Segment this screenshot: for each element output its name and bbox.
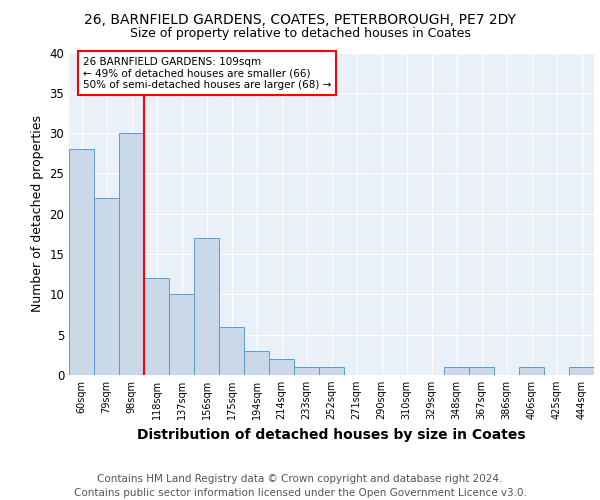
Bar (94, 198, 119, 375)
Text: 26 BARNFIELD GARDENS: 109sqm
← 49% of detached houses are smaller (66)
50% of se: 26 BARNFIELD GARDENS: 109sqm ← 49% of de… (83, 56, 331, 90)
Bar (169, 294, 194, 375)
Bar (469, 367, 494, 375)
Bar (244, 351, 269, 375)
Bar (294, 367, 319, 375)
Text: Size of property relative to detached houses in Coates: Size of property relative to detached ho… (130, 28, 470, 40)
Bar (69, 149, 94, 375)
Bar (569, 367, 594, 375)
Bar (444, 367, 469, 375)
Bar (269, 359, 294, 375)
Text: Contains HM Land Registry data © Crown copyright and database right 2024.
Contai: Contains HM Land Registry data © Crown c… (74, 474, 526, 498)
X-axis label: Distribution of detached houses by size in Coates: Distribution of detached houses by size … (137, 428, 526, 442)
Bar (219, 326, 244, 375)
Text: 26, BARNFIELD GARDENS, COATES, PETERBOROUGH, PE7 2DY: 26, BARNFIELD GARDENS, COATES, PETERBORO… (84, 12, 516, 26)
Bar (119, 133, 144, 375)
Y-axis label: Number of detached properties: Number of detached properties (31, 116, 44, 312)
Bar (319, 367, 344, 375)
Bar (144, 278, 169, 375)
Bar (519, 367, 544, 375)
Bar (194, 238, 219, 375)
